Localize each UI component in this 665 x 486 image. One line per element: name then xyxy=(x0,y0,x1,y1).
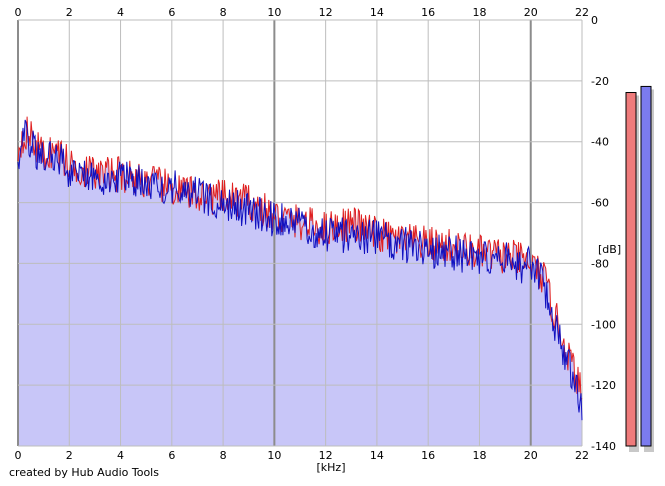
x-tick-label-top: 6 xyxy=(168,6,175,19)
x-tick-label-bottom: 0 xyxy=(15,449,22,462)
x-tick-label-bottom: 8 xyxy=(220,449,227,462)
x-tick-label-bottom: 20 xyxy=(524,449,538,462)
y-tick-label: -20 xyxy=(591,75,609,88)
x-tick-label-top: 12 xyxy=(319,6,333,19)
x-tick-label-top: 14 xyxy=(370,6,384,19)
y-tick-label: -120 xyxy=(591,379,616,392)
spectrum-fill-layer xyxy=(18,116,582,446)
y-tick-label: -60 xyxy=(591,197,609,210)
x-tick-label-bottom: 6 xyxy=(168,449,175,462)
axis-layer: 002244668810101212141416161818202022220-… xyxy=(15,6,616,462)
x-tick-label-top: 4 xyxy=(117,6,124,19)
spectrum-fill xyxy=(18,116,582,446)
x-tick-label-top: 18 xyxy=(472,6,486,19)
y-tick-label: -140 xyxy=(591,440,616,453)
x-tick-label-top: 10 xyxy=(267,6,281,19)
x-tick-label-bottom: 18 xyxy=(472,449,486,462)
x-tick-label-bottom: 22 xyxy=(575,449,589,462)
y-tick-label: -80 xyxy=(591,257,609,270)
series-left-line xyxy=(17,116,583,401)
x-tick-label-top: 20 xyxy=(524,6,538,19)
y-tick-label: -40 xyxy=(591,136,609,149)
level-meters xyxy=(625,85,654,452)
x-tick-label-bottom: 4 xyxy=(117,449,124,462)
x-axis-label: [kHz] xyxy=(317,461,346,474)
y-tick-label: 0 xyxy=(591,14,598,27)
x-tick-label-bottom: 2 xyxy=(66,449,73,462)
x-tick-label-top: 16 xyxy=(421,6,435,19)
series-right-line xyxy=(17,119,583,421)
x-tick-label-bottom: 12 xyxy=(319,449,333,462)
x-tick-label-top: 0 xyxy=(15,6,22,19)
meter-left-bar xyxy=(625,92,637,447)
x-tick-label-top: 22 xyxy=(575,6,589,19)
meter-right-bar xyxy=(640,85,652,447)
x-tick-label-top: 2 xyxy=(66,6,73,19)
x-tick-label-top: 8 xyxy=(220,6,227,19)
x-tick-label-bottom: 16 xyxy=(421,449,435,462)
y-tick-label: -100 xyxy=(591,318,616,331)
x-tick-label-bottom: 10 xyxy=(267,449,281,462)
series-layer xyxy=(17,116,583,421)
grid-layer xyxy=(17,19,583,447)
credit-text: created by Hub Audio Tools xyxy=(9,466,159,479)
y-axis-label: [dB] xyxy=(598,243,621,256)
x-tick-label-bottom: 14 xyxy=(370,449,384,462)
